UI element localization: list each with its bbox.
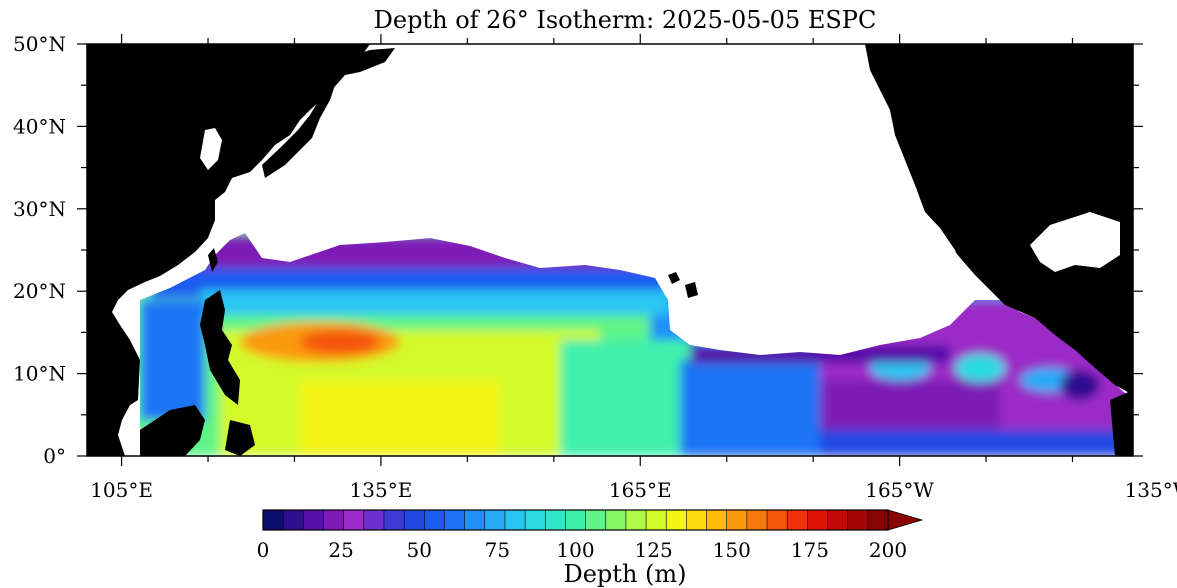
colorbar-swatch bbox=[726, 509, 748, 531]
colorbar-swatch bbox=[403, 509, 426, 531]
colorbar-tick-label: 125 bbox=[635, 538, 673, 562]
colorbar-swatch bbox=[585, 509, 607, 531]
colorbar-swatch bbox=[484, 509, 506, 531]
colorbar-swatch bbox=[383, 509, 405, 531]
north-america-landmass bbox=[865, 44, 1133, 395]
colorbar-swatch bbox=[363, 509, 385, 531]
chart-title: Depth of 26° Isotherm: 2025-05-05 ESPC bbox=[374, 6, 877, 34]
colorbar-swatch bbox=[282, 509, 305, 531]
colorbar-swatch bbox=[766, 509, 788, 531]
colorbar-tick-label: 50 bbox=[407, 538, 432, 562]
korea-landmass bbox=[200, 128, 222, 170]
colorbar-label: Depth (m) bbox=[563, 560, 686, 588]
colorbar-swatch bbox=[262, 509, 284, 531]
y-tick-label: 20°N bbox=[13, 279, 66, 303]
asia-landmass bbox=[87, 44, 370, 456]
colorbar-tick-labels: 0 25 50 75 100 125 150 175 200 bbox=[257, 538, 907, 562]
x-tick-label: 165°E bbox=[609, 478, 672, 502]
colorbar-swatch bbox=[867, 509, 889, 531]
colorbar-swatch bbox=[565, 509, 587, 531]
colorbar-tick-label: 100 bbox=[556, 538, 594, 562]
colorbar-swatch bbox=[746, 509, 768, 531]
colorbar-swatch bbox=[786, 509, 809, 531]
colorbar-tick-label: 200 bbox=[869, 538, 907, 562]
colorbar-swatch bbox=[605, 509, 627, 531]
x-tick-label: 135°E bbox=[350, 478, 413, 502]
colorbar-swatch bbox=[625, 509, 647, 531]
colorbar-swatch bbox=[544, 509, 567, 531]
colorbar-swatch bbox=[303, 509, 325, 531]
colorbar-swatch bbox=[665, 509, 688, 531]
colorbar-swatch bbox=[706, 509, 728, 531]
y-tick-label: 50°N bbox=[13, 32, 66, 56]
x-tick-label: 165°W bbox=[865, 478, 934, 502]
y-tick-labels: 0° 10°N 20°N 30°N 40°N 50°N bbox=[13, 32, 66, 468]
colorbar-swatch bbox=[807, 509, 829, 531]
colorbar bbox=[262, 509, 924, 531]
y-tick-label: 0° bbox=[43, 444, 66, 468]
colorbar-swatch bbox=[847, 509, 869, 531]
x-tick-label: 135°W bbox=[1125, 478, 1177, 502]
y-tick-label: 40°N bbox=[13, 114, 66, 138]
colorbar-tick-label: 175 bbox=[791, 538, 829, 562]
colorbar-swatch bbox=[423, 509, 446, 531]
axis-ticks bbox=[77, 34, 1143, 466]
colorbar-swatch bbox=[686, 509, 708, 531]
colorbar-swatch bbox=[464, 509, 486, 531]
colorbar-tick-label: 0 bbox=[257, 538, 270, 562]
y-tick-label: 30°N bbox=[13, 197, 66, 221]
philippines-landmass bbox=[200, 290, 240, 405]
colorbar-swatch bbox=[323, 509, 345, 531]
colorbar-frame bbox=[262, 509, 889, 531]
colorbar-swatch bbox=[444, 509, 466, 531]
colorbar-swatch bbox=[645, 509, 668, 531]
colorbar-tick-label: 25 bbox=[328, 538, 353, 562]
japan-landmass bbox=[262, 78, 335, 178]
land-masses bbox=[87, 44, 1133, 456]
colorbar-swatch bbox=[504, 509, 526, 531]
y-tick-label: 10°N bbox=[13, 362, 66, 386]
x-tick-label: 105°E bbox=[90, 478, 153, 502]
colorbar-swatch bbox=[827, 509, 849, 531]
colorbar-extend-arrow bbox=[887, 509, 924, 531]
colorbar-swatch bbox=[343, 509, 365, 531]
colorbar-tick-label: 75 bbox=[485, 538, 510, 562]
colorbar-swatch bbox=[524, 509, 547, 531]
colorbar-tick-label: 150 bbox=[713, 538, 751, 562]
